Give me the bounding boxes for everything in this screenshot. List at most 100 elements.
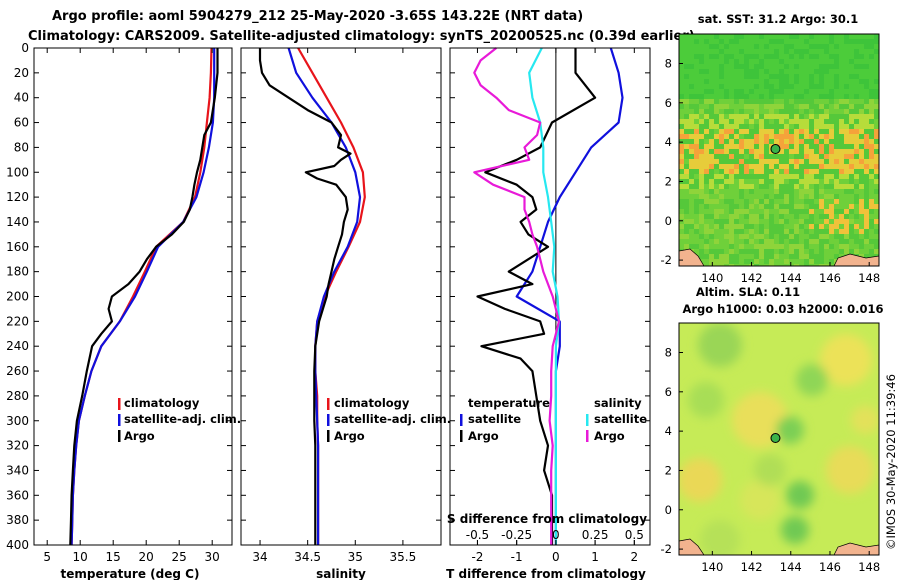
sst-cell: [794, 164, 800, 170]
sst-cell: [724, 209, 730, 215]
s-tick-label: 0.5: [625, 528, 644, 542]
sst-cell: [794, 99, 800, 105]
sst-cell: [769, 214, 775, 220]
sst-cell: [754, 204, 760, 210]
sst-cell: [719, 114, 725, 120]
sst-cell: [819, 59, 825, 65]
sst-cell: [839, 189, 845, 195]
sst-cell: [694, 234, 700, 240]
sst-cell: [819, 64, 825, 70]
sst-cell: [814, 139, 820, 145]
sst-cell: [814, 44, 820, 50]
sst-cell: [844, 229, 850, 235]
sst-cell: [814, 254, 820, 260]
sst-cell: [814, 69, 820, 75]
sst-cell: [764, 249, 770, 255]
sst-cell: [819, 264, 825, 266]
sst-cell: [694, 129, 700, 135]
sst-cell: [829, 109, 835, 115]
sst-cell: [814, 49, 820, 55]
sst-cell: [794, 194, 800, 200]
sst-cell: [804, 119, 810, 125]
sst-cell: [834, 159, 840, 165]
sst-cell: [719, 99, 725, 105]
sst-cell: [814, 99, 820, 105]
sst-cell: [864, 254, 870, 260]
sst-cell: [839, 69, 845, 75]
sst-cell: [694, 114, 700, 120]
sst-cell: [809, 219, 815, 225]
sst-cell: [794, 104, 800, 110]
sst-cell: [859, 149, 865, 155]
sst-cell: [794, 219, 800, 225]
sst-cell: [869, 119, 875, 125]
sst-cell: [829, 214, 835, 220]
sst-cell: [809, 174, 815, 180]
sst-cell: [709, 124, 715, 130]
sst-cell: [834, 154, 840, 160]
sst-cell: [789, 74, 795, 80]
sst-cell: [734, 199, 740, 205]
legend-swatch-s-argo: [586, 430, 589, 442]
sst-cell: [734, 169, 740, 175]
salinity-panel: 34 34.5 35 35.5 salinity climatology satell…: [240, 47, 451, 580]
sst-cell: [839, 144, 845, 150]
sst-cell: [734, 114, 740, 120]
sst-cell: [779, 159, 785, 165]
sst-cell: [694, 34, 700, 40]
map-y-tick-label: 0: [665, 503, 672, 517]
sst-cell: [809, 64, 815, 70]
sst-cell: [694, 179, 700, 185]
series-s-argo: [473, 47, 561, 545]
sst-cell: [874, 139, 879, 145]
sst-cell: [719, 199, 725, 205]
sst-cell: [714, 94, 720, 100]
sst-cell: [734, 139, 740, 145]
sst-cell: [859, 224, 865, 230]
sst-cell: [854, 79, 860, 85]
sst-cell: [744, 254, 750, 260]
sst-cell: [709, 264, 715, 266]
sst-cell: [834, 224, 840, 230]
sst-cell: [864, 159, 870, 165]
sst-cell: [869, 59, 875, 65]
depth-label: 120: [6, 190, 29, 204]
sst-cell: [714, 54, 720, 60]
sst-cell: [749, 249, 755, 255]
sst-cell: [719, 44, 725, 50]
sst-cell: [829, 249, 835, 255]
sst-cell: [784, 99, 790, 105]
sst-cell: [764, 174, 770, 180]
sst-cell: [749, 169, 755, 175]
sst-cell: [829, 134, 835, 140]
sst-cell: [824, 204, 830, 210]
sst-cell: [774, 259, 780, 265]
sst-cell: [694, 249, 700, 255]
sst-cell: [694, 224, 700, 230]
sst-cell: [704, 169, 710, 175]
sst-cell: [789, 99, 795, 105]
sst-cell: [699, 39, 705, 45]
sst-cell: [769, 44, 775, 50]
sst-cell: [684, 204, 690, 210]
sst-cell: [829, 129, 835, 135]
sst-cell: [784, 124, 790, 130]
sst-cell: [804, 154, 810, 160]
sst-cell: [724, 164, 730, 170]
sst-cell: [704, 159, 710, 165]
sst-cell: [829, 169, 835, 175]
sst-cell: [724, 149, 730, 155]
sst-cell: [829, 69, 835, 75]
sst-cell: [814, 154, 820, 160]
sst-cell: [729, 204, 735, 210]
sst-cell: [829, 174, 835, 180]
sst-cell: [704, 64, 710, 70]
sst-cell: [799, 134, 805, 140]
sst-cell: [874, 204, 879, 210]
sst-cell: [734, 244, 740, 250]
sst-cell: [739, 64, 745, 70]
sst-cell: [754, 189, 760, 195]
sst-cell: [684, 199, 690, 205]
sst-cell: [759, 234, 765, 240]
sst-cell: [714, 69, 720, 75]
